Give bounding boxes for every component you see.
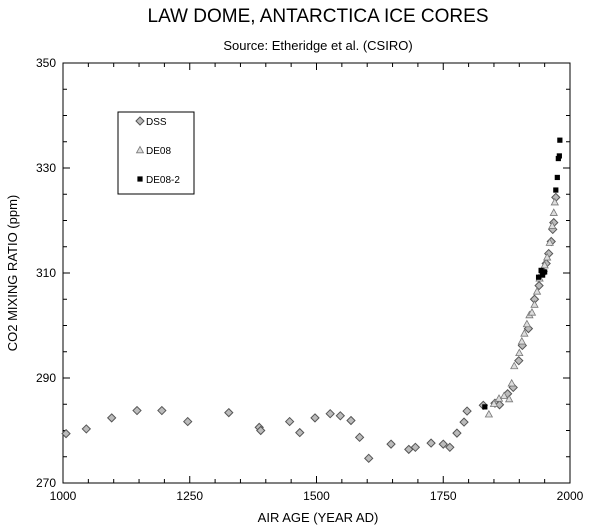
point-dss xyxy=(426,438,436,448)
legend-symbol-dss xyxy=(135,116,145,126)
point-dss xyxy=(61,428,71,439)
x-tick-label: 1500 xyxy=(303,489,330,503)
y-tick-label: 330 xyxy=(36,161,56,175)
point-de08 xyxy=(545,238,554,246)
y-tick-label: 270 xyxy=(36,476,56,490)
point-dss xyxy=(295,427,305,438)
point-dss xyxy=(364,453,374,464)
point-de08-2 xyxy=(542,269,548,275)
x-axis-label: AIR AGE (YEAR AD) xyxy=(258,510,379,525)
point-de08-2 xyxy=(535,274,542,280)
point-dss xyxy=(132,405,142,416)
point-de08-2 xyxy=(482,404,488,410)
point-dss xyxy=(534,280,544,291)
legend-box xyxy=(117,111,195,195)
point-dss xyxy=(452,428,462,438)
point-de08-2 xyxy=(553,187,559,193)
point-de08 xyxy=(507,378,516,387)
x-tick-label: 1250 xyxy=(176,489,203,503)
point-dss xyxy=(514,355,524,366)
legend-symbol-de08-2 xyxy=(137,176,143,182)
legend-marker-dss xyxy=(135,116,145,126)
point-de08 xyxy=(522,319,532,328)
legend-label-dss: DSS xyxy=(146,117,167,128)
y-axis-label: CO2 MIXING RATIO (ppm) xyxy=(5,195,20,352)
point-de08 xyxy=(549,208,558,216)
y-axis-tick-labels: 270 290 310 330 350 xyxy=(36,56,56,490)
point-dss xyxy=(438,439,448,449)
point-dss xyxy=(346,415,356,426)
y-tick-label: 290 xyxy=(36,371,56,385)
point-de08 xyxy=(532,287,542,295)
point-dss xyxy=(354,432,365,443)
point-de08 xyxy=(489,399,499,407)
legend-marker-de08 xyxy=(135,145,145,154)
point-dss xyxy=(256,425,266,436)
point-de08 xyxy=(550,197,559,206)
point-dss xyxy=(106,413,117,423)
point-dss xyxy=(445,442,455,453)
point-de08-2 xyxy=(557,137,563,143)
x-tick-label: 2000 xyxy=(557,489,584,503)
data-points xyxy=(61,137,563,464)
point-dss xyxy=(462,406,472,416)
y-tick-label: 350 xyxy=(36,56,56,70)
point-de08-2 xyxy=(538,267,544,273)
point-de08 xyxy=(540,260,549,269)
x-axis-tick-labels: 1000 1250 1500 1750 2000 xyxy=(50,489,584,503)
point-de08 xyxy=(530,300,539,308)
legend-entry-de08-2: DE08-2 xyxy=(137,175,180,186)
point-de08 xyxy=(543,252,552,261)
point-de08 xyxy=(548,221,557,229)
point-de08 xyxy=(520,329,529,337)
point-de08 xyxy=(499,391,509,400)
legend-entry-de08: DE08 xyxy=(135,145,171,157)
point-de08 xyxy=(515,348,524,357)
legend-label-de08-2: DE08-2 xyxy=(146,175,180,186)
chart-subtitle: Source: Etheridge et al. (CSIRO) xyxy=(223,38,412,53)
point-de08 xyxy=(517,336,527,345)
point-dss xyxy=(284,416,295,427)
point-dss xyxy=(81,424,92,434)
point-de08 xyxy=(510,361,519,370)
point-dss xyxy=(325,408,335,419)
point-de08-2 xyxy=(555,155,561,162)
y-tick-label: 310 xyxy=(36,266,56,280)
point-dss xyxy=(335,411,346,421)
x-tick-label: 1000 xyxy=(50,489,77,503)
point-de08 xyxy=(504,394,514,403)
legend-marker-de08-2 xyxy=(137,176,143,182)
point-dss xyxy=(386,439,396,449)
point-dss xyxy=(157,405,167,416)
x-tick-label: 1750 xyxy=(430,489,457,503)
point-de08-2 xyxy=(540,272,546,278)
legend-label-de08: DE08 xyxy=(146,146,171,157)
point-de08 xyxy=(484,409,494,418)
point-dss xyxy=(410,442,421,453)
chart-title: LAW DOME, ANTARCTICA ICE CORES xyxy=(148,6,489,27)
point-dss xyxy=(224,407,234,418)
point-dss xyxy=(459,417,469,427)
axis-ticks xyxy=(62,62,571,484)
point-dss xyxy=(183,416,193,427)
point-de08-2 xyxy=(554,174,560,181)
legend-entry-dss: DSS xyxy=(135,116,167,128)
legend-symbol-de08 xyxy=(135,145,145,154)
point-de08-2 xyxy=(556,153,562,159)
point-de08 xyxy=(527,308,537,316)
point-dss xyxy=(310,413,320,423)
